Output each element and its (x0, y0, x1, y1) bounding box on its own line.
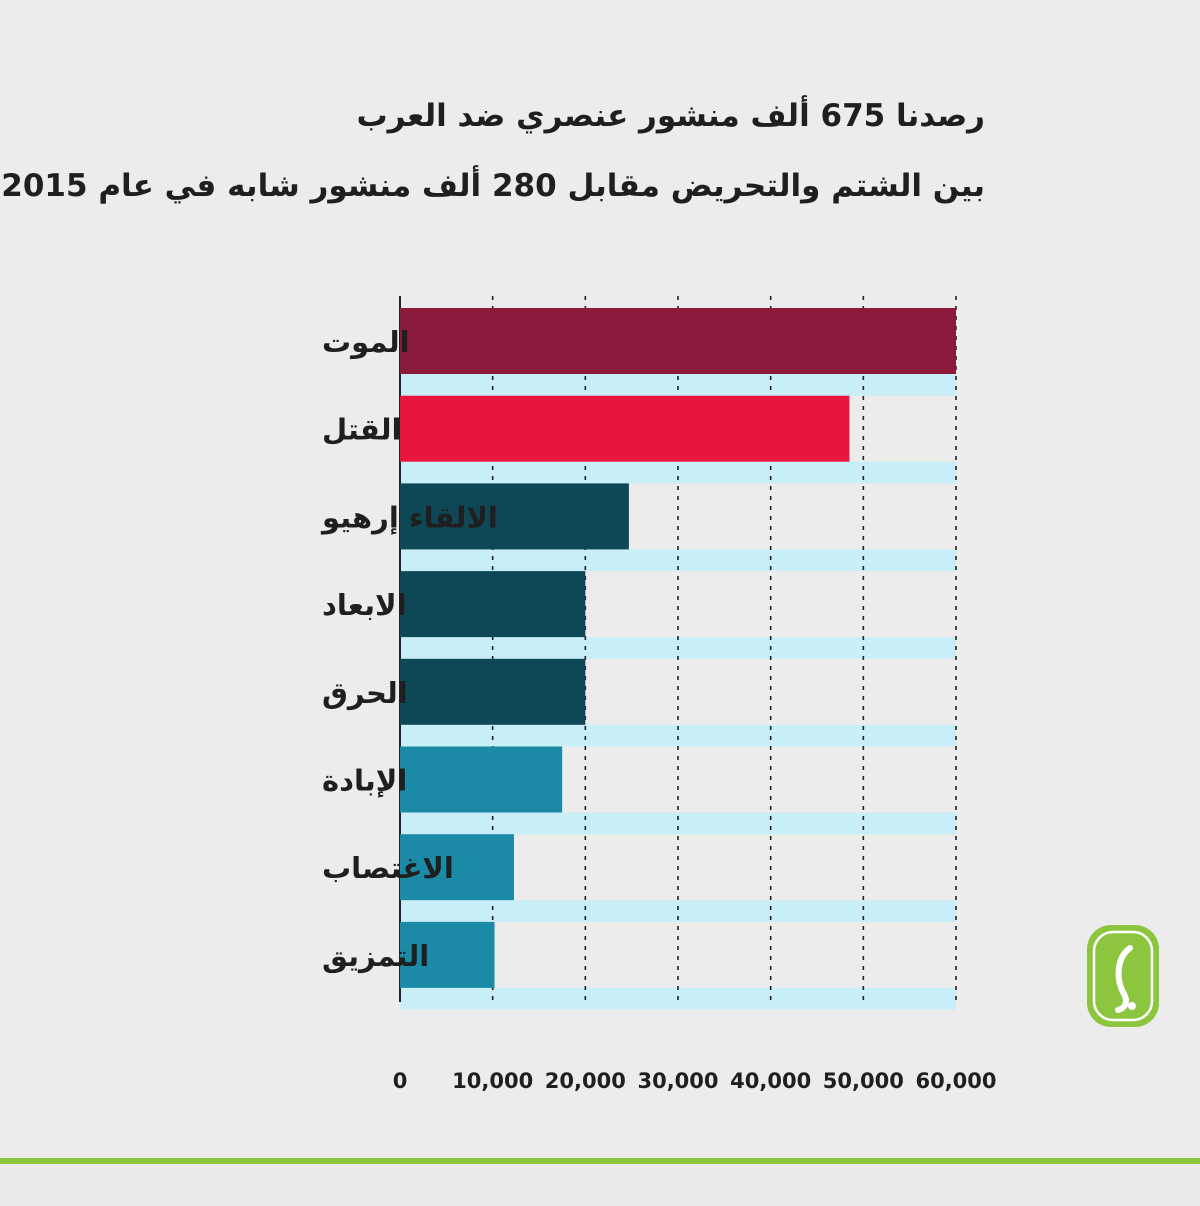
row-band (400, 900, 956, 922)
x-tick-label: 30,000 (637, 1069, 718, 1093)
bar (400, 308, 956, 374)
x-tick-label: 40,000 (730, 1069, 811, 1093)
x-tick-label: 50,000 (823, 1069, 904, 1093)
brand-logo (1087, 925, 1159, 1027)
bar (400, 395, 850, 462)
category-label: الالقاء إرهيو (320, 500, 498, 535)
category-label: التمزيق (322, 939, 429, 973)
row-band (400, 374, 956, 396)
x-tick-label: 0 (393, 1069, 408, 1093)
x-tick-label: 20,000 (545, 1069, 626, 1093)
x-tick-label: 60,000 (915, 1069, 996, 1093)
chart-subtitle: بين الشتم والتحريض مقابل 280 ألف منشور ش… (1, 168, 985, 204)
logo-ring (1092, 930, 1154, 1022)
logo-badge (1087, 925, 1159, 1027)
category-label: الاغتصاب (322, 851, 454, 885)
bar (400, 658, 586, 725)
logo-mark (1115, 945, 1133, 1013)
bar (400, 746, 563, 813)
chart-title: رصدنا 675 ألف منشور عنصري ضد العرب (356, 98, 985, 134)
bar (400, 921, 495, 988)
category-label: القتل (322, 413, 401, 447)
category-label: الحرق (322, 676, 408, 710)
bar (400, 571, 586, 638)
footer-strip (0, 1158, 1200, 1206)
category-label: الموت (322, 325, 410, 359)
bar (400, 483, 629, 550)
row-band (400, 461, 956, 484)
category-label: الإبادة (322, 764, 407, 798)
bar (400, 834, 514, 901)
row-band (400, 549, 956, 572)
x-tick-label: 10,000 (452, 1069, 533, 1093)
row-band (400, 724, 956, 747)
logo-dot (1128, 1002, 1136, 1010)
category-label: الابعاد (322, 588, 407, 622)
row-band (400, 812, 956, 835)
